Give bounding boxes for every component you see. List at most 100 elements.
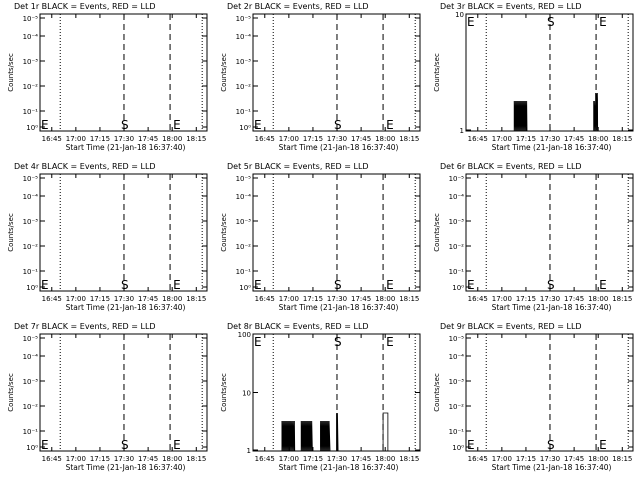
y-axis-label: Counts/sec [7,53,15,92]
y-tick-label: 10⁻² [236,83,252,91]
x-tick-label: 17:45 [351,135,371,143]
x-axis-label: Start Time (21-Jan-18 16:37:40) [66,463,186,472]
event-marker: S [334,118,342,132]
x-tick-label: 17:00 [492,135,512,143]
y-axis-label: Counts/sec [433,213,441,252]
y-tick-label: 10⁰ [26,284,38,292]
y-tick-label: 10⁻¹ [236,108,252,116]
y-tick-label: 10⁰ [239,284,251,292]
event-marker: S [547,15,555,29]
chart-panel-1: Det 1r BLACK = Events, RED = LLD 16:45 17:… [7,2,208,152]
x-axis-label: Start Time (21-Jan-18 16:37:40) [492,303,612,312]
y-tick-label: 10⁻³ [23,378,39,386]
plot-frame [39,173,208,292]
x-tick-label: 18:15 [186,295,206,303]
x-tick-label: 18:15 [612,455,632,463]
y-tick-label: 10⁻¹ [449,428,465,436]
x-tick-label: 17:30 [114,135,134,143]
y-tick-label: 10⁻³ [236,58,252,66]
chart-panel-9: Det 9r BLACK = Events, RED = LLD 16:45 17:… [433,322,634,472]
plot-frame [465,173,634,292]
y-tick-label: 1 [460,127,464,135]
y-tick-label: 10⁻⁵ [23,175,39,183]
x-axis-label: Start Time (21-Jan-18 16:37:40) [492,143,612,152]
y-tick-label: 10⁻⁴ [23,33,39,41]
chart-title: Det 2r BLACK = Events, RED = LLD [227,2,369,11]
chart-title: Det 6r BLACK = Events, RED = LLD [440,162,582,171]
x-tick-label: 18:15 [399,135,419,143]
x-tick-label: 17:45 [564,455,584,463]
x-tick-label: 17:15 [90,455,110,463]
x-tick-label: 17:30 [540,295,560,303]
chart-title: Det 7r BLACK = Events, RED = LLD [14,322,156,331]
event-marker: E [467,278,475,292]
plot-frame [252,173,421,292]
x-tick-label: 17:15 [516,135,536,143]
event-marker: E [599,438,607,452]
x-tick-label: 17:00 [492,455,512,463]
y-tick-label: 10⁻⁵ [23,335,39,343]
x-tick-label: 18:00 [588,455,608,463]
event-marker: E [173,278,181,292]
x-axis-label: Start Time (21-Jan-18 16:37:40) [279,303,399,312]
y-tick-label: 10⁻² [449,403,465,411]
x-tick-label: 18:15 [399,455,419,463]
y-tick-label: 10⁻⁴ [449,353,465,361]
event-marker: E [254,335,262,349]
y-tick-label: 10⁻⁵ [449,335,465,343]
event-marker: E [173,438,181,452]
x-tick-label: 17:45 [138,295,158,303]
x-tick-label: 17:00 [492,295,512,303]
chart-title: Det 8r BLACK = Events, RED = LLD [227,322,369,331]
y-tick-label: 10⁻³ [236,218,252,226]
y-tick-label: 10⁰ [452,444,464,452]
x-tick-label: 18:00 [588,295,608,303]
y-tick-label: 10⁻⁵ [236,15,252,23]
event-marker: E [254,118,262,132]
y-tick-label: 10 [242,390,251,398]
x-tick-label: 18:00 [162,455,182,463]
event-marker: S [121,278,129,292]
x-tick-label: 16:45 [468,295,488,303]
y-tick-label: 10⁻⁵ [23,15,39,23]
x-axis-label: Start Time (21-Jan-18 16:37:40) [66,303,186,312]
event-marker: E [599,278,607,292]
chart-title: Det 5r BLACK = Events, RED = LLD [227,162,369,171]
x-tick-label: 18:00 [375,135,395,143]
event-marker: E [467,438,475,452]
y-tick-label: 10⁻⁴ [23,193,39,201]
x-tick-label: 17:15 [303,455,323,463]
event-marker: E [41,118,49,132]
y-tick-label: 10⁻² [236,243,252,251]
x-tick-label: 17:30 [540,455,560,463]
x-tick-label: 17:00 [279,455,299,463]
plot-frame [465,333,634,452]
event-marker: E [386,335,394,349]
x-tick-label: 17:45 [138,455,158,463]
x-tick-label: 18:15 [186,455,206,463]
y-tick-label: 10⁻¹ [236,268,252,276]
x-tick-label: 17:30 [327,455,347,463]
chart-panel-2: Det 2r BLACK = Events, RED = LLD 16:45 17:… [220,2,421,152]
x-tick-label: 17:15 [90,295,110,303]
event-marker: S [334,335,342,349]
x-tick-label: 17:15 [90,135,110,143]
x-tick-label: 16:45 [255,135,275,143]
x-tick-label: 16:45 [42,455,62,463]
y-tick-label: 10⁻³ [449,218,465,226]
x-tick-label: 18:15 [612,135,632,143]
plot-frame [39,13,208,132]
y-tick-label: 10⁻³ [23,218,39,226]
chart-panel-4: Det 4r BLACK = Events, RED = LLD 16:45 17:… [7,162,208,312]
event-marker: S [547,278,555,292]
y-tick-label: 100 [238,331,251,339]
y-tick-label: 10⁻¹ [23,108,39,116]
x-tick-label: 17:30 [114,455,134,463]
event-marker: E [386,118,394,132]
event-marker: S [334,278,342,292]
plot-frame [465,13,634,132]
x-tick-label: 16:45 [42,135,62,143]
x-tick-label: 17:15 [516,455,536,463]
plot-frame [252,13,421,132]
x-tick-label: 17:15 [516,295,536,303]
